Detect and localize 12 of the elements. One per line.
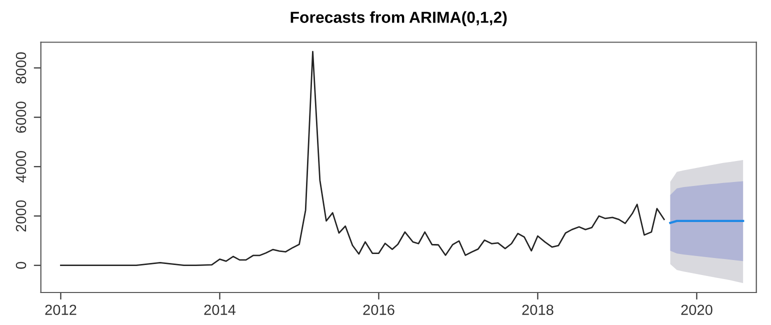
- y-tick-label: 0: [16, 262, 26, 269]
- chart-title: Forecasts from ARIMA(0,1,2): [290, 11, 507, 26]
- x-tick-label: 2018: [522, 304, 554, 316]
- x-tick-label: 2012: [45, 304, 76, 316]
- y-tick-label: 8000: [16, 52, 26, 84]
- x-tick-label: 2020: [681, 304, 712, 316]
- x-tick-label: 2014: [204, 304, 236, 316]
- y-tick-label: 2000: [16, 200, 26, 232]
- y-tick-label: 4000: [16, 150, 26, 183]
- x-tick-label: 2016: [363, 304, 394, 316]
- y-tick-label: 6000: [16, 102, 26, 133]
- line-series: [60, 50, 665, 266]
